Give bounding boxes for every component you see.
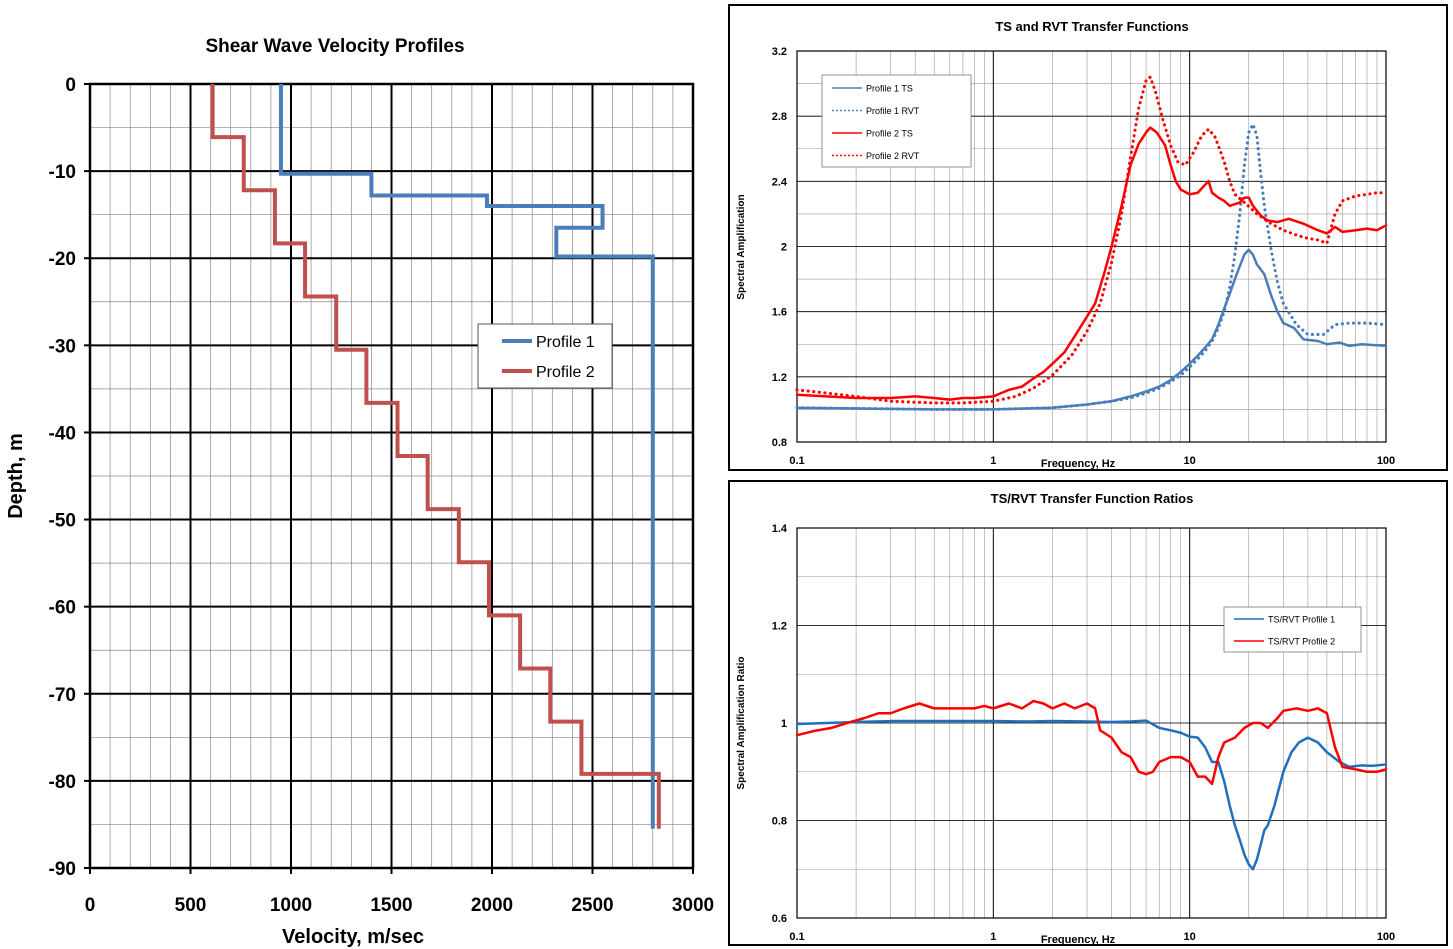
chart-title: Shear Wave Velocity Profiles <box>205 36 464 57</box>
y-tick-label: 1 <box>781 718 787 730</box>
x-tick-label: 2000 <box>471 895 513 916</box>
legend-label: Profile 1 TS <box>866 84 913 94</box>
y-tick-label: -80 <box>49 772 76 793</box>
x-axis-label: Frequency, Hz <box>1041 458 1116 470</box>
x-tick-label: 1000 <box>270 895 312 916</box>
legend-label: Profile 1 <box>536 334 595 351</box>
y-tick-label: 1.6 <box>772 307 787 319</box>
y-tick-label: 2.4 <box>772 176 788 188</box>
y-tick-label: -60 <box>49 598 76 619</box>
y-axis-label: Spectral Amplification <box>736 194 747 299</box>
y-tick-label: -10 <box>49 162 76 183</box>
y-tick-label: -40 <box>49 423 76 444</box>
y-axis-label: Spectral Amplification Ratio <box>736 657 747 790</box>
velocity-profile-chart: Shear Wave Velocity Profiles Velocity, m… <box>5 36 714 948</box>
y-tick-label: -90 <box>49 859 76 880</box>
y-tick-label: 0 <box>65 75 76 96</box>
y-tick-label: -70 <box>49 685 76 706</box>
series-line <box>278 84 655 829</box>
legend-box <box>1223 606 1362 653</box>
series-line <box>795 122 1388 411</box>
x-tick-label: 2500 <box>571 895 613 916</box>
legend-label: TS/RVT Profile 2 <box>1268 637 1335 647</box>
x-tick-label: 10 <box>1184 455 1196 467</box>
x-tick-label: 1 <box>990 931 996 943</box>
legend: TS/RVT Profile 1 TS/RVT Profile 2 <box>1223 606 1362 653</box>
y-tick-label: 0.8 <box>772 816 787 828</box>
legend-box <box>477 323 613 389</box>
y-tick-label: 1.4 <box>772 523 788 535</box>
x-tick-label: 100 <box>1377 931 1395 943</box>
x-tick-label: 500 <box>175 895 207 916</box>
y-tick-label: 0.8 <box>772 437 787 449</box>
series-line <box>795 75 1388 405</box>
y-tick-label: 2 <box>781 242 787 254</box>
x-tick-label: 1 <box>990 455 996 467</box>
panel-frame <box>728 480 1448 946</box>
x-tick-label: 0.1 <box>789 455 804 467</box>
chart-title: TS/RVT Transfer Function Ratios <box>991 491 1194 506</box>
y-tick-label: -30 <box>49 336 76 357</box>
legend: Profile 1 TS Profile 1 RVT Profile 2 TS Pro… <box>821 74 972 168</box>
y-tick-label: 2.8 <box>772 111 787 123</box>
legend-label: Profile 2 TS <box>866 129 913 139</box>
legend-label: Profile 2 <box>536 364 595 381</box>
y-tick-label: -20 <box>49 249 76 270</box>
legend-label: Profile 1 RVT <box>866 106 920 116</box>
chart-title: TS and RVT Transfer Functions <box>995 19 1188 34</box>
x-tick-label: 3000 <box>672 895 714 916</box>
transfer-function-chart: TS and RVT Transfer Functions Frequency,… <box>728 4 1448 471</box>
series-line <box>795 126 1388 401</box>
legend-label: Profile 2 RVT <box>866 151 920 161</box>
y-tick-label: 3.2 <box>772 46 787 58</box>
legend: Profile 1 Profile 2 <box>477 323 613 389</box>
x-tick-label: 1500 <box>370 895 412 916</box>
x-tick-label: 0.1 <box>789 931 804 943</box>
x-tick-label: 10 <box>1184 931 1196 943</box>
series-line <box>795 719 1388 871</box>
x-tick-label: 100 <box>1377 455 1395 467</box>
series-line <box>795 699 1388 786</box>
y-tick-label: 0.6 <box>772 913 787 925</box>
plot-frame <box>796 50 1387 443</box>
y-axis-label: Depth, m <box>5 433 27 519</box>
legend-label: TS/RVT Profile 1 <box>1268 615 1335 625</box>
series-line <box>210 84 661 829</box>
y-tick-label: 1.2 <box>772 372 787 384</box>
x-axis-label: Velocity, m/sec <box>282 926 424 948</box>
legend-box <box>821 74 972 168</box>
transfer-ratio-chart: TS/RVT Transfer Function Ratios Frequenc… <box>728 480 1448 946</box>
y-tick-label: -50 <box>49 511 76 532</box>
x-axis-label: Frequency, Hz <box>1041 934 1116 946</box>
y-tick-label: 1.2 <box>772 621 787 633</box>
x-tick-label: 0 <box>85 895 96 916</box>
